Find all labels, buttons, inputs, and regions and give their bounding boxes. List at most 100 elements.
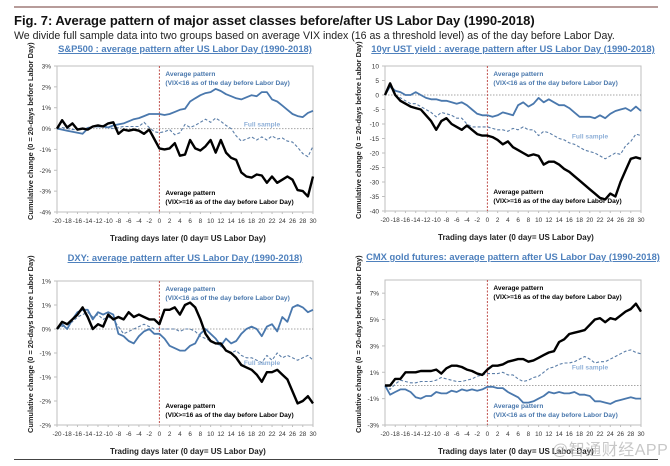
x-tick-label: 18 <box>576 431 584 438</box>
x-tick-label: -2 <box>474 217 480 224</box>
x-axis-label: Trading days later (0 day= US Labor Day) <box>110 234 266 243</box>
y-tick-label: 1% <box>42 279 52 286</box>
x-tick-label: -10 <box>432 431 442 438</box>
plot-frame <box>56 65 314 213</box>
chart-dxy: 1% 1% 0% -1% -1% -2% -2% -20 -18 -16 -14 -12 -10 -8 -6… <box>26 252 317 456</box>
x-axis-label: Trading days later (0 day= US Labor Day) <box>110 447 266 456</box>
figure-subtitle: We divide full sample data into two grou… <box>14 30 615 42</box>
series-line-full-sample <box>56 117 314 158</box>
x-tick-label: 28 <box>299 431 307 438</box>
x-tick-label: 20 <box>258 218 266 225</box>
x-tick-label: 10 <box>207 218 215 225</box>
annotation-high-vix: Average pattern <box>165 403 215 410</box>
y-tick-label: 5% <box>370 317 380 324</box>
y-tick-label: 2% <box>42 84 52 91</box>
x-tick-label: -4 <box>136 218 142 225</box>
annotation-high-vix: Average pattern <box>493 285 543 292</box>
x-tick-label: -8 <box>116 431 122 438</box>
annotation-high-vix-detail: (VIX>=16 as of the day before Labor Day) <box>165 199 293 206</box>
series-line-high-vix <box>55 118 315 198</box>
y-tick-label: -30 <box>370 180 380 187</box>
x-tick-label: -6 <box>126 218 132 225</box>
x-axis-label: Trading days later (0 day= US Labor Day) <box>438 233 594 242</box>
x-tick-label: -14 <box>411 431 421 438</box>
x-tick-label: 18 <box>248 218 256 225</box>
x-tick-label: 30 <box>309 431 317 438</box>
x-tick-label: -14 <box>411 217 421 224</box>
x-tick-label: 20 <box>258 431 266 438</box>
x-tick-label: 26 <box>289 218 297 225</box>
x-tick-label: 22 <box>597 217 605 224</box>
chart-title: CMX gold futures: average pattern after … <box>366 251 660 262</box>
x-tick-label: -8 <box>444 431 450 438</box>
annotation-low-vix: Average pattern <box>165 71 215 78</box>
x-tick-label: 4 <box>506 431 510 438</box>
x-tick-label: 6 <box>188 431 192 438</box>
y-axis-label: Cumulative change (0 = 20-days before La… <box>354 255 363 433</box>
series-line-full-sample <box>384 85 642 160</box>
x-axis-label: Trading days later (0 day= US Labor Day) <box>438 447 594 456</box>
x-tick-label: -18 <box>391 431 401 438</box>
x-tick-label: -12 <box>93 431 103 438</box>
x-tick-label: 18 <box>576 217 584 224</box>
annotation-low-vix: Average pattern <box>493 403 543 410</box>
annotation-low-vix: Average pattern <box>493 71 543 78</box>
y-tick-label: -40 <box>370 209 380 216</box>
annotation-high-vix: Average pattern <box>165 190 215 197</box>
x-tick-label: -10 <box>104 218 114 225</box>
y-tick-label: 0% <box>42 126 52 133</box>
y-tick-label: -5 <box>373 107 379 114</box>
annotation-full-sample: Full sample <box>244 360 281 367</box>
x-tick-label: -18 <box>391 217 401 224</box>
x-tick-label: -14 <box>83 218 93 225</box>
annotation-high-vix-detail: (VIX>=16 as of the day before Labor Day) <box>165 412 293 419</box>
x-tick-label: -4 <box>464 217 470 224</box>
x-tick-label: 6 <box>516 431 520 438</box>
y-tick-label: 0 <box>375 93 379 100</box>
x-tick-label: -10 <box>104 431 114 438</box>
y-tick-label: -2% <box>39 168 51 175</box>
annotation-full-sample: Full sample <box>572 365 609 372</box>
x-tick-label: -16 <box>401 217 411 224</box>
x-tick-label: -16 <box>73 431 83 438</box>
annotation-low-vix-detail: (VIX<16 as of the day before Labor Day) <box>493 80 617 87</box>
figure-title: Fig. 7: Average pattern of major asset c… <box>14 13 535 28</box>
x-tick-label: -10 <box>432 217 442 224</box>
x-tick-label: 28 <box>627 431 635 438</box>
x-tick-label: 30 <box>637 431 645 438</box>
series-line-full-sample <box>56 311 314 364</box>
x-tick-label: -12 <box>421 217 431 224</box>
x-tick-label: -20 <box>380 217 390 224</box>
x-tick-label: 28 <box>299 218 307 225</box>
x-tick-label: -16 <box>401 431 411 438</box>
y-tick-label: 5 <box>375 78 379 85</box>
x-tick-label: -16 <box>73 218 83 225</box>
y-tick-label: 1% <box>370 370 380 377</box>
y-tick-label: 7% <box>370 291 380 298</box>
annotation-low-vix-detail: (VIX<16 as of the day before Labor Day) <box>165 295 289 302</box>
x-tick-label: 2 <box>168 218 172 225</box>
x-tick-label: 14 <box>228 218 236 225</box>
x-tick-label: 2 <box>496 217 500 224</box>
x-tick-label: -20 <box>52 218 62 225</box>
x-tick-label: -4 <box>136 431 142 438</box>
x-tick-label: 12 <box>217 431 225 438</box>
y-tick-label: -1% <box>367 396 379 403</box>
x-tick-label: 18 <box>248 431 256 438</box>
x-tick-label: 26 <box>289 431 297 438</box>
x-tick-label: -12 <box>421 431 431 438</box>
x-tick-label: 20 <box>586 217 594 224</box>
series-line-low-vix <box>384 385 641 405</box>
plot-frame <box>384 279 642 426</box>
x-tick-label: 28 <box>627 217 635 224</box>
series-line-high-vix <box>56 301 314 405</box>
x-tick-label: 22 <box>269 431 277 438</box>
x-tick-label: -4 <box>464 431 470 438</box>
chart-sp500: 3% 2% 1% 0% -1% -2% -3% -4% -20 -18 -16 -14 -12 -10 -8… <box>0 0 335 250</box>
x-tick-label: 2 <box>168 431 172 438</box>
y-tick-label: 10 <box>372 64 380 71</box>
chart-svg: 3%2%1%0%-1%-2%-3%-4%-20 -18 -16 -14 -12 -10 -8… <box>39 64 317 226</box>
x-tick-label: 24 <box>279 431 287 438</box>
x-tick-label: 24 <box>279 218 287 225</box>
